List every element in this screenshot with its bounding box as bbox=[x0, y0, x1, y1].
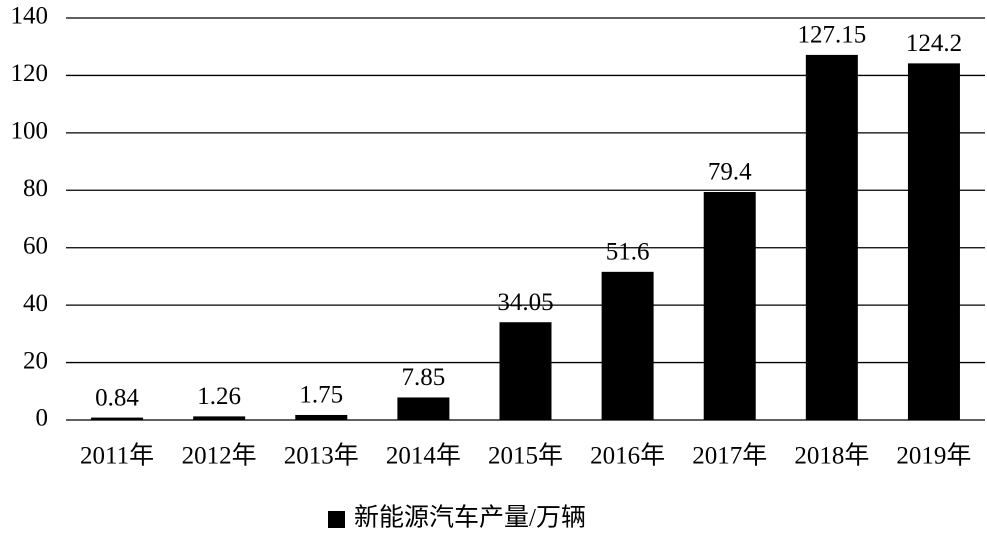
data-label: 34.05 bbox=[497, 289, 553, 316]
bar bbox=[397, 397, 450, 420]
y-tick-label: 100 bbox=[11, 118, 49, 145]
x-tick-label: 2014年 bbox=[386, 442, 461, 470]
data-label: 124.2 bbox=[906, 30, 962, 57]
data-label: 51.6 bbox=[606, 239, 650, 266]
data-label: 127.15 bbox=[797, 22, 866, 49]
y-tick-label: 60 bbox=[23, 232, 48, 259]
x-tick-label: 2019年 bbox=[896, 442, 971, 470]
data-label: 1.75 bbox=[299, 382, 343, 409]
x-tick-label: 2012年 bbox=[182, 442, 257, 470]
bar bbox=[295, 414, 348, 420]
bar bbox=[91, 417, 144, 420]
y-tick-label: 40 bbox=[23, 290, 48, 317]
x-tick-label: 2017年 bbox=[692, 442, 767, 470]
y-tick-label: 120 bbox=[11, 60, 49, 87]
bar bbox=[703, 192, 756, 420]
data-label: 0.84 bbox=[95, 384, 139, 411]
legend-label: 新能源汽车产量/万辆 bbox=[354, 504, 586, 532]
data-label: 1.26 bbox=[197, 383, 241, 410]
legend-swatch bbox=[328, 511, 345, 528]
y-tick-label: 0 bbox=[36, 405, 49, 432]
bar bbox=[499, 322, 552, 420]
x-tick-label: 2013年 bbox=[284, 442, 359, 470]
y-tick-label: 140 bbox=[11, 3, 49, 30]
data-label: 7.85 bbox=[402, 364, 446, 391]
data-label: 79.4 bbox=[708, 159, 752, 186]
x-tick-label: 2011年 bbox=[80, 442, 154, 470]
bar bbox=[907, 63, 960, 421]
y-tick-label: 20 bbox=[23, 347, 48, 374]
x-tick-label: 2015年 bbox=[488, 442, 563, 470]
bar bbox=[601, 271, 654, 420]
y-tick-label: 80 bbox=[23, 175, 48, 202]
x-tick-label: 2016年 bbox=[590, 442, 665, 470]
bar bbox=[193, 416, 246, 420]
x-tick-label: 2018年 bbox=[794, 442, 869, 470]
bar bbox=[805, 54, 858, 420]
